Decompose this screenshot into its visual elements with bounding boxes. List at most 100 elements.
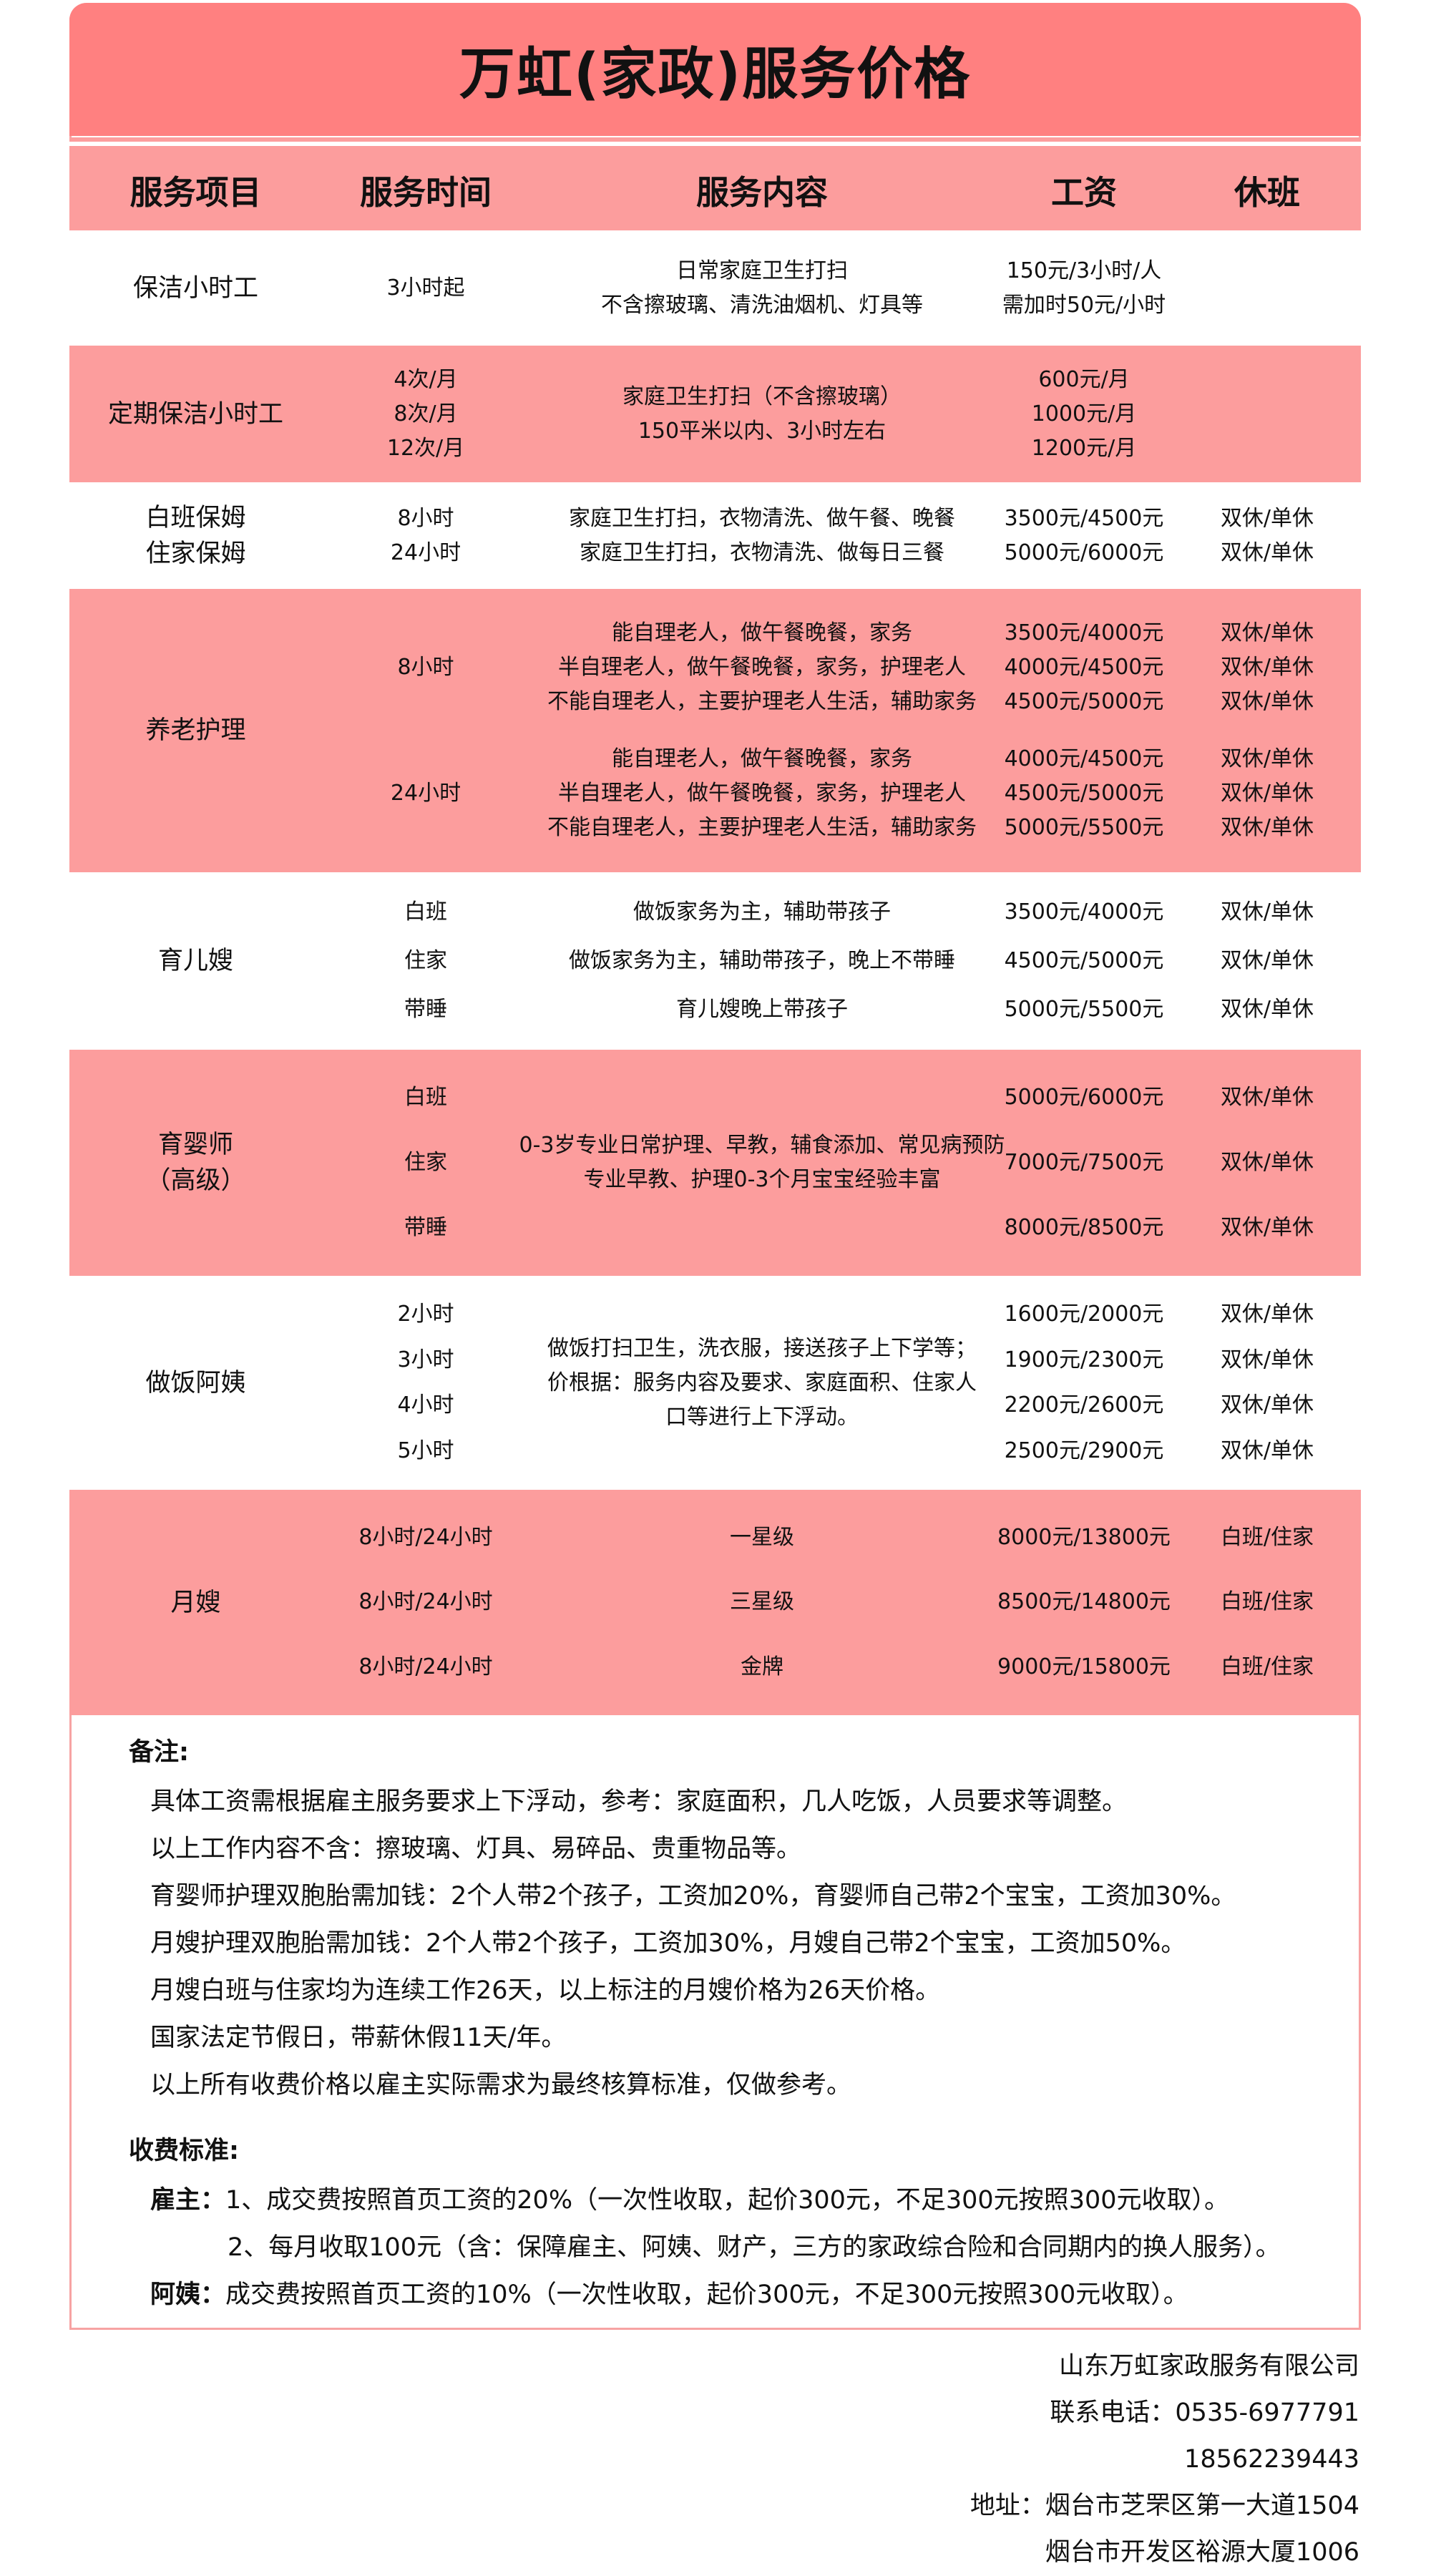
- rest-text: 双休/单休: [1220, 620, 1314, 645]
- cell-salary: 600元/月 1000元/月 1200元/月: [995, 361, 1173, 467]
- cell-group: 双休/单休: [1173, 1195, 1361, 1260]
- time-text: 4次/月: [394, 366, 458, 392]
- cell-group: 养老护理: [69, 605, 322, 857]
- fee-text: 成交费按照首页工资的10%（一次性收取，起价300元，不足300元按照300元收…: [225, 2280, 1188, 2309]
- salary-text: 5000元/6000元: [1004, 540, 1164, 565]
- cell-rest: 双休/单休 双休/单休 双休/单休: [1173, 1065, 1361, 1260]
- cell-group: 能自理老人，做午餐晚餐，家务 半自理老人，做午餐晚餐，家务，护理老人 不能自理老人，…: [529, 605, 995, 731]
- cell-group: 白班/住家: [1173, 1506, 1361, 1570]
- rest-text: 双休/单休: [1220, 815, 1314, 840]
- header-service-item: 服务项目: [130, 173, 262, 212]
- content-text: 150平米以内、3小时左右: [638, 418, 887, 444]
- cell-group: 育儿嫂晚上带孩子: [529, 985, 995, 1034]
- cell-group: 双休/单休: [1173, 1428, 1361, 1474]
- content-text: 家庭卫生打扫，衣物清洗、做每日三餐: [580, 540, 944, 565]
- time-text: 24小时: [390, 540, 461, 565]
- salary-text: 3500元/4000元: [1004, 899, 1164, 924]
- cell-rest: [1173, 361, 1361, 467]
- rest-text: 双休/单休: [1220, 1438, 1314, 1464]
- fee-worker: 阿姨：成交费按照首页工资的10%（一次性收取，起价300元，不足300元按照30…: [129, 2271, 1345, 2318]
- cell-group: 带睡: [322, 985, 529, 1034]
- rest-text: 双休/单休: [1220, 948, 1314, 973]
- cell-group: 3500元/4000元: [995, 888, 1173, 937]
- salary-text: 1600元/2000元: [1004, 1301, 1164, 1327]
- note-item: 具体工资需根据雇主服务要求上下浮动，参考：家庭面积，几人吃饭，人员要求等调整。: [150, 1787, 1128, 1816]
- time-text: 24小时: [390, 781, 461, 806]
- cell-group: 住家: [322, 937, 529, 985]
- cell-time: 8小时 24小时: [322, 605, 529, 857]
- cell-item: 育婴师 （高级）: [69, 1065, 322, 1260]
- time-text: 3小时起: [386, 275, 465, 301]
- content-text: 做饭打扫卫生，洗衣服，接送孩子上下学等；: [547, 1335, 977, 1361]
- content-text: 育儿嫂晚上带孩子: [676, 997, 848, 1022]
- cell-group: 白班保姆 住家保姆: [69, 498, 322, 573]
- rest-text: 白班/住家: [1220, 1654, 1314, 1679]
- cell-group: 24小时: [322, 731, 529, 857]
- item-text: 月嫂: [170, 1588, 221, 1617]
- cell-group: 双休/单休: [1173, 985, 1361, 1034]
- fee-employer-2: 2、每月收取100元（含：保障雇主、阿姨、财产，三方的家政综合险和合同期内的换人…: [228, 2233, 1281, 2262]
- cell-group: 双休/单休: [1173, 937, 1361, 985]
- cell-rest: 白班/住家 白班/住家 白班/住家: [1173, 1506, 1361, 1699]
- content-text: 做饭家务为主，辅助带孩子: [633, 899, 891, 924]
- salary-text: 1200元/月: [1031, 435, 1137, 461]
- header-service-time: 服务时间: [360, 173, 492, 212]
- cell-time: 8小时/24小时 8小时/24小时 8小时/24小时: [322, 1506, 529, 1699]
- salary-text: 3500元/4500元: [1004, 505, 1164, 531]
- cell-salary: 3500元/4000元 4000元/4500元 4500元/5000元 4000元/4…: [995, 605, 1173, 857]
- cell-group: [1173, 246, 1361, 330]
- cell-group: 5000元/6000元: [995, 1065, 1173, 1131]
- cell-item: 养老护理: [69, 605, 322, 857]
- salary-text: 2200元/2600元: [1004, 1392, 1164, 1418]
- salary-text: 5000元/5500元: [1004, 815, 1164, 840]
- cell-rest: 双休/单休 双休/单休 双休/单休: [1173, 888, 1361, 1034]
- cell-group: 双休/单休 双休/单休 双休/单休: [1173, 605, 1361, 731]
- content-text: 做饭家务为主，辅助带孩子，晚上不带睡: [569, 948, 955, 973]
- cell-group: 5小时: [322, 1428, 529, 1474]
- cell-group: 做饭家务为主，辅助带孩子，晚上不带睡: [529, 937, 995, 985]
- time-text: 3小时: [397, 1347, 454, 1372]
- page-title: 万虹(家政)服务价格: [459, 42, 972, 107]
- cell-group: 能自理老人，做午餐晚餐，家务 半自理老人，做午餐晚餐，家务，护理老人 不能自理老人，…: [529, 731, 995, 857]
- table-row: 育儿嫂 白班 住家 带睡 做饭家务为主，辅助带孩子 做饭家务为主，辅助带孩子，晚上不带睡育…: [69, 872, 1361, 1050]
- salary-text: 3500元/4000元: [1004, 620, 1164, 645]
- cell-group: 8小时 24小时: [322, 498, 529, 573]
- rest-text: 双休/单休: [1220, 1214, 1314, 1240]
- table-row: 白班保姆 住家保姆 8小时 24小时 家庭卫生打扫，衣物清洗、做午餐、晚餐 家庭卫生打扫，…: [69, 482, 1361, 589]
- cell-content: 能自理老人，做午餐晚餐，家务 半自理老人，做午餐晚餐，家务，护理老人 不能自理老人，…: [529, 605, 995, 857]
- rest-text: 白班/住家: [1220, 1525, 1314, 1551]
- salary-text: 2500元/2900元: [1004, 1438, 1164, 1464]
- cell-group: 7000元/7500元: [995, 1131, 1173, 1196]
- cell-salary: 3500元/4000元 4500元/5000元 5000元/5500元: [995, 888, 1173, 1034]
- fee-employer-1: 雇主：1、成交费按照首页工资的20%（一次性收取，起价300元，不足300元按照…: [129, 2177, 1345, 2224]
- content-text: 能自理老人，做午餐晚餐，家务: [612, 620, 912, 645]
- time-text: 8小时/24小时: [358, 1589, 493, 1615]
- time-text: 4小时: [397, 1392, 454, 1418]
- cell-group: 一星级: [529, 1506, 995, 1570]
- salary-text: 5000元/6000元: [1004, 1085, 1164, 1111]
- cell-group: 金牌: [529, 1635, 995, 1699]
- salary-text: 4500元/5000元: [1004, 948, 1164, 973]
- table-row: 保洁小时工 3小时起 日常家庭卫生打扫 不含擦玻璃、清洗油烟机、灯具等 150元/3小时…: [69, 230, 1361, 346]
- fees-heading: 收费标准:: [129, 2137, 239, 2165]
- cell-group: 做饭打扫卫生，洗衣服，接送孩子上下学等； 价根据：服务内容及要求、家庭面积、住家人…: [529, 1292, 995, 1474]
- content-text: 口等进行上下浮动。: [665, 1404, 859, 1430]
- salary-text: 4500元/5000元: [1004, 781, 1164, 806]
- cell-group: 家庭卫生打扫（不含擦玻璃） 150平米以内、3小时左右: [529, 361, 995, 467]
- time-text: 5小时: [397, 1438, 454, 1464]
- cell-time: 白班 住家 带睡: [322, 888, 529, 1034]
- content-text: 一星级: [730, 1525, 794, 1551]
- item-text: 养老护理: [145, 716, 246, 745]
- cell-item: 月嫂: [69, 1506, 322, 1699]
- time-text: 8小时: [397, 505, 454, 531]
- cell-group: 双休/单休: [1173, 888, 1361, 937]
- notes-section: 备注: 具体工资需根据雇主服务要求上下浮动，参考：家庭面积，几人吃饭，人员要求等…: [129, 1732, 1345, 2318]
- content-text: 金牌: [741, 1654, 783, 1679]
- fee-text: 1、成交费按照首页工资的20%（一次性收取，起价300元，不足300元按照300…: [225, 2186, 1229, 2215]
- cell-group: 4小时: [322, 1383, 529, 1429]
- cell-time: 8小时 24小时: [322, 498, 529, 573]
- title-banner: 万虹(家政)服务价格: [69, 3, 1361, 136]
- price-table: 保洁小时工 3小时起 日常家庭卫生打扫 不含擦玻璃、清洗油烟机、灯具等 150元/3小时…: [69, 230, 1361, 1715]
- cell-group: 600元/月 1000元/月 1200元/月: [995, 361, 1173, 467]
- fees-section: 收费标准: 雇主：1、成交费按照首页工资的20%（一次性收取，起价300元，不足…: [129, 2130, 1345, 2318]
